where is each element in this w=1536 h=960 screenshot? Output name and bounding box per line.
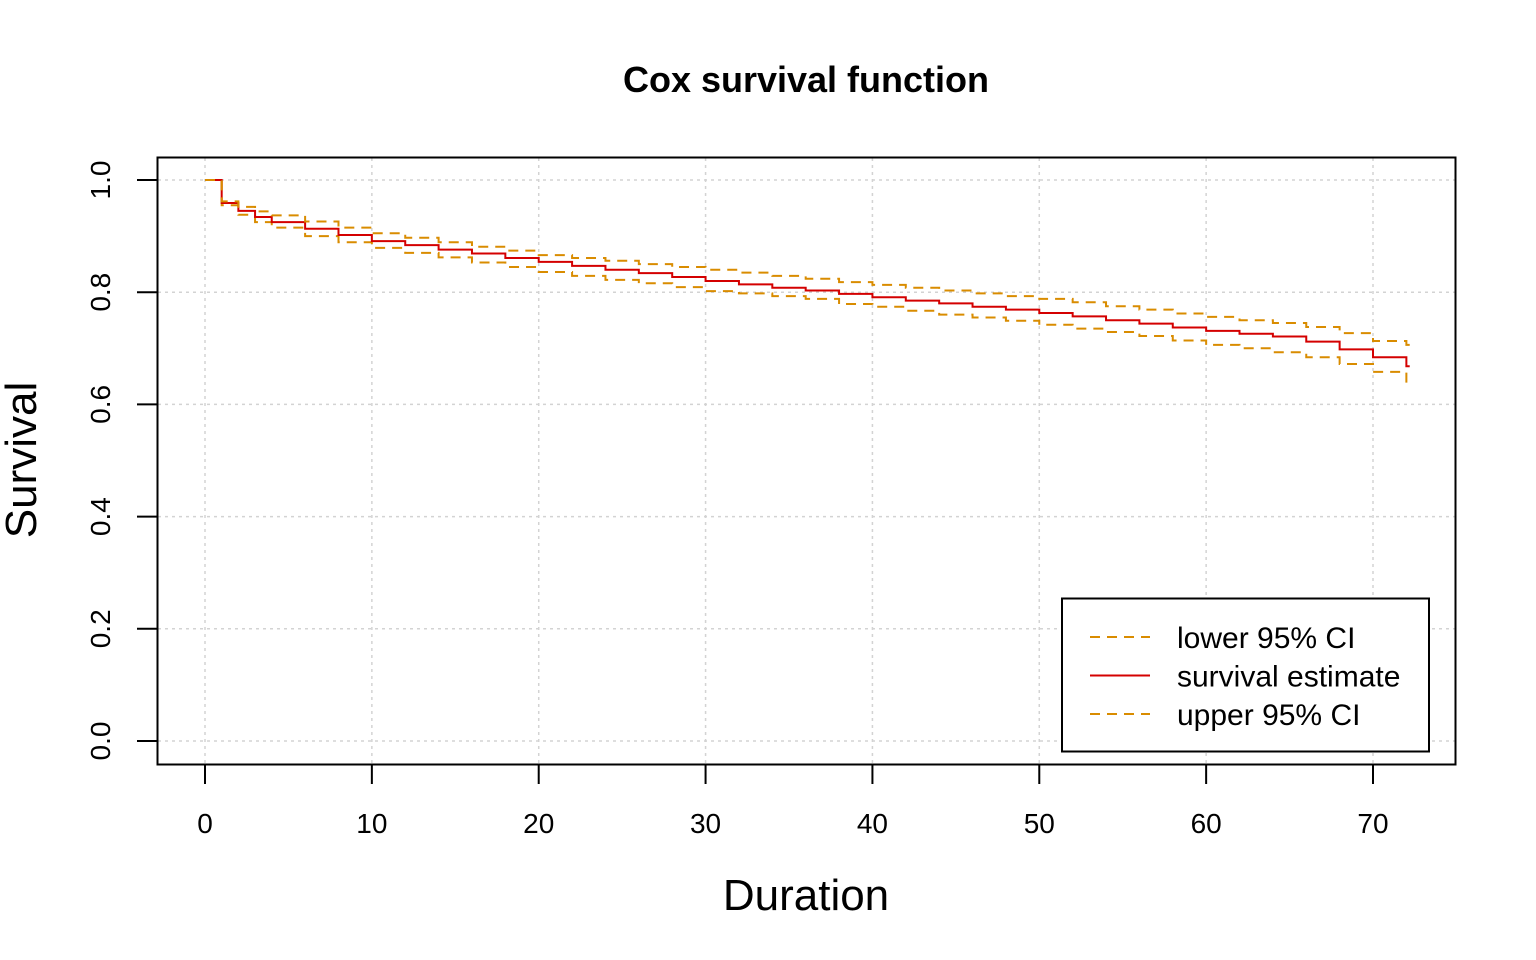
y-tick-label: 0.0	[85, 722, 116, 761]
legend-label: upper 95% CI	[1177, 699, 1360, 732]
y-tick-label: 1.0	[85, 161, 116, 200]
y-tick-label: 0.6	[85, 385, 116, 424]
series-line-upper-95-ci	[205, 179, 1410, 346]
series-line-survival-estimate	[205, 179, 1410, 368]
x-tick-label: 50	[1024, 808, 1055, 839]
x-axis: 0 10 20 30 40 50 60 70	[197, 764, 1389, 839]
legend-label: survival estimate	[1177, 661, 1400, 694]
y-tick-label: 0.2	[85, 609, 116, 648]
x-tick-label: 40	[857, 808, 888, 839]
legend-label: lower 95% CI	[1177, 622, 1355, 655]
series-line-lower-95-ci	[205, 179, 1410, 386]
y-axis-label: Survival	[0, 382, 46, 539]
y-axis: 0.0 0.2 0.4 0.6 0.8 1.0	[85, 161, 157, 761]
legend: lower 95% CI survival estimate upper 95% C…	[1061, 597, 1430, 753]
chart-title: Cox survival function	[623, 59, 989, 100]
x-tick-label: 70	[1357, 808, 1388, 839]
x-tick-label: 20	[523, 808, 554, 839]
x-tick-label: 60	[1191, 808, 1222, 839]
x-tick-label: 0	[197, 808, 213, 839]
y-tick-label: 0.8	[85, 273, 116, 312]
x-tick-label: 10	[356, 808, 387, 839]
y-tick-label: 0.4	[85, 497, 116, 536]
series-group	[205, 179, 1410, 386]
x-tick-label: 30	[690, 808, 721, 839]
x-axis-label: Duration	[723, 871, 889, 920]
plot-frame	[156, 156, 1457, 766]
